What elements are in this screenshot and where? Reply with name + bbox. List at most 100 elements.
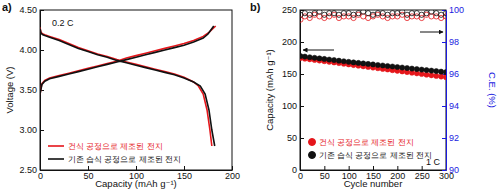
point bbox=[419, 12, 424, 17]
point bbox=[385, 63, 390, 68]
point bbox=[322, 56, 327, 61]
point bbox=[429, 10, 434, 14]
arrow bbox=[303, 50, 334, 51]
point bbox=[439, 74, 444, 79]
point bbox=[356, 11, 361, 16]
axis-line bbox=[300, 11, 301, 171]
tick-mark bbox=[397, 166, 398, 170]
point bbox=[380, 11, 385, 16]
point bbox=[443, 11, 446, 16]
tick-label: 0 bbox=[298, 171, 303, 181]
panel: 0501001502002.503.003.504.004.50Capacity… bbox=[2, 1, 240, 189]
tick-label: 50 bbox=[83, 171, 93, 181]
tick-label: 98 bbox=[449, 37, 459, 47]
legend-label: 건식 공정으로 제조된 전지 bbox=[68, 142, 163, 151]
tick-label: 94 bbox=[449, 101, 459, 111]
legend-label: 건식 공정으로 제조된 전지 bbox=[319, 138, 414, 147]
point bbox=[439, 12, 444, 17]
arrow bbox=[420, 32, 443, 33]
point bbox=[341, 11, 346, 16]
tick-label: 150 bbox=[282, 69, 297, 79]
point bbox=[409, 66, 414, 71]
tick-mark bbox=[40, 50, 44, 51]
legend-item: 건식 공정으로 제조된 전지 bbox=[48, 142, 163, 151]
tick: 200 bbox=[282, 37, 304, 47]
point bbox=[414, 66, 419, 71]
tick-mark bbox=[40, 170, 44, 171]
line-series bbox=[40, 26, 215, 146]
point bbox=[317, 56, 322, 61]
point bbox=[424, 11, 429, 16]
tick: 96 bbox=[442, 69, 459, 79]
y-axis-title: Voltage (V) bbox=[4, 67, 15, 114]
tick-mark bbox=[300, 106, 304, 107]
tick-label: 3.50 bbox=[19, 85, 37, 95]
plot-frame bbox=[40, 10, 232, 170]
tick-label: 100 bbox=[282, 101, 297, 111]
tick-mark bbox=[324, 166, 325, 170]
panel-label: a) bbox=[2, 1, 12, 13]
point bbox=[312, 11, 317, 16]
point bbox=[375, 11, 380, 16]
point bbox=[346, 11, 351, 16]
tick: 4.50 bbox=[19, 5, 44, 15]
tick: 150 bbox=[177, 166, 192, 181]
legend-label: 기존 습식 공정으로 제조된 전지 bbox=[319, 151, 432, 160]
point bbox=[370, 62, 375, 67]
tick-label: 90 bbox=[449, 165, 459, 175]
point bbox=[429, 68, 434, 73]
point bbox=[351, 60, 356, 65]
x-axis-title: Cycle number bbox=[344, 178, 403, 189]
tick-label: 50 bbox=[320, 171, 330, 181]
panel-label: b) bbox=[250, 1, 261, 13]
tick: 4.00 bbox=[19, 45, 44, 55]
point bbox=[307, 55, 312, 60]
tick: 0 bbox=[292, 165, 304, 175]
point bbox=[424, 67, 429, 72]
tick-label: 2.50 bbox=[19, 165, 37, 175]
legend-item: 기존 습식 공정으로 제조된 전지 bbox=[309, 151, 432, 160]
point bbox=[434, 69, 439, 74]
point bbox=[395, 64, 400, 69]
point bbox=[327, 57, 332, 62]
tick-label: 250 bbox=[415, 171, 430, 181]
tick: 50 bbox=[320, 166, 330, 181]
point bbox=[322, 12, 327, 17]
legend-symbol bbox=[48, 145, 64, 147]
tick-mark bbox=[442, 170, 446, 171]
annotation: 0.2 C bbox=[52, 18, 74, 28]
plot-area bbox=[300, 10, 446, 80]
point bbox=[307, 12, 312, 17]
tick-label: 150 bbox=[177, 171, 192, 181]
point bbox=[429, 73, 434, 78]
point bbox=[404, 65, 409, 70]
tick-mark bbox=[300, 138, 304, 139]
plot-area bbox=[40, 26, 216, 146]
tick: 200 bbox=[225, 166, 240, 181]
legend-symbol bbox=[309, 139, 316, 146]
panel: 0501001502002503000501001502002509092949… bbox=[250, 1, 498, 189]
legend-symbol bbox=[309, 152, 316, 159]
tick-mark bbox=[442, 138, 446, 139]
legend-item: 기존 습식 공정으로 제조된 전지 bbox=[48, 155, 181, 164]
point bbox=[390, 64, 395, 69]
point bbox=[409, 11, 414, 16]
point bbox=[366, 11, 371, 16]
point bbox=[395, 11, 400, 16]
legend-symbol bbox=[48, 158, 64, 160]
tick-label: 250 bbox=[282, 5, 297, 15]
figure: 0501001502002.503.003.504.004.50Capacity… bbox=[0, 0, 504, 191]
point bbox=[434, 73, 439, 78]
tick-mark bbox=[422, 166, 423, 170]
plot-frame bbox=[300, 10, 446, 170]
axis: 050100150200250 bbox=[282, 5, 304, 175]
point bbox=[375, 62, 380, 67]
point bbox=[336, 58, 341, 63]
tick: 3.00 bbox=[19, 125, 44, 135]
tick-label: 0 bbox=[38, 171, 43, 181]
point bbox=[356, 60, 361, 65]
tick-label: 200 bbox=[225, 171, 240, 181]
tick-mark bbox=[40, 10, 44, 11]
point bbox=[351, 12, 356, 17]
tick-label: 96 bbox=[449, 69, 459, 79]
